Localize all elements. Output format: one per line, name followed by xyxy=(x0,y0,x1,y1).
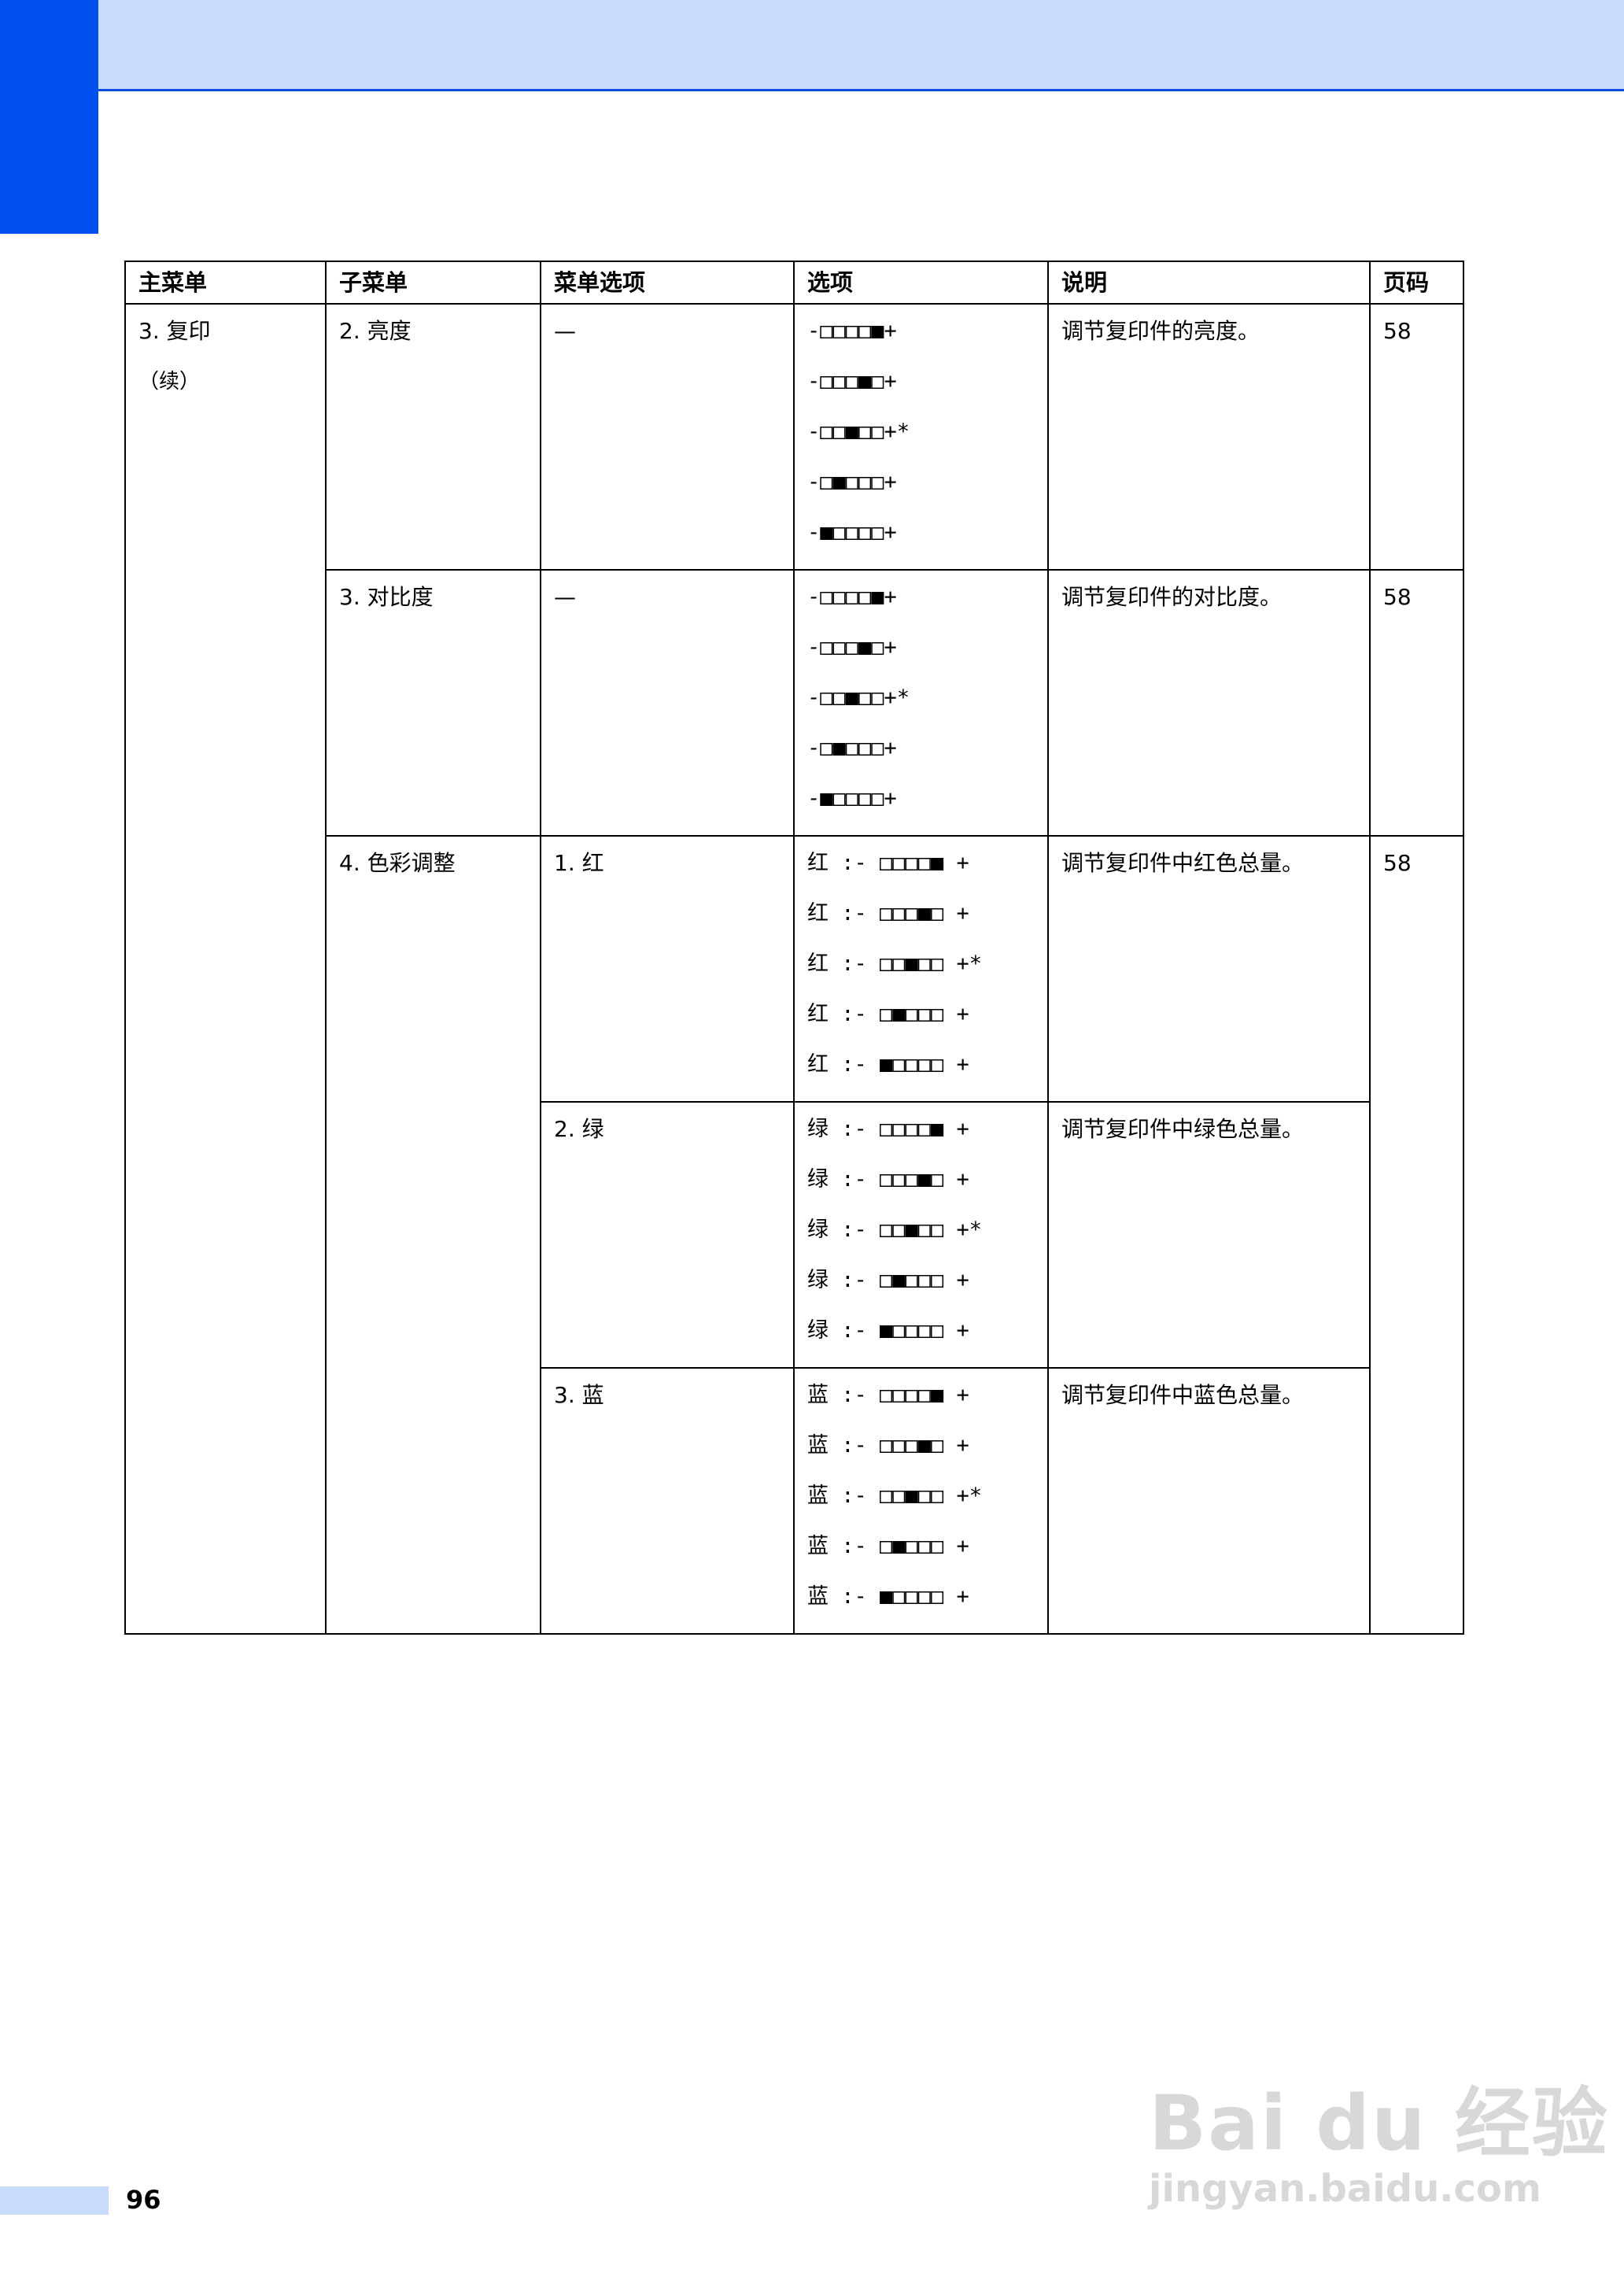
option: 蓝 :- □□□□■ + xyxy=(807,1383,969,1407)
page-cell: 58 xyxy=(1369,835,1464,1635)
options-cell: 红 :- □□□□■ + 红 :- □□□■□ + 红 :- □□■□□ +* 红 :… xyxy=(793,835,1049,1103)
footer-bar xyxy=(0,2186,109,2215)
menu-option-cell: — xyxy=(540,569,795,837)
options-cell: -□□□□■+ -□□□■□+ -□□■□□+* -□■□□□+ -■□□□□+ xyxy=(793,303,1049,571)
menu-table: 主菜单 子菜单 菜单选项 选项 说明 页码 3. 复印 （续） 2. 亮度 — -… xyxy=(124,261,1464,1635)
menu-option-cell: 3. 蓝 xyxy=(540,1367,795,1635)
option: -□■□□□+ xyxy=(807,736,897,760)
col-page: 页码 xyxy=(1369,261,1464,305)
option: 绿 :- ■□□□□ + xyxy=(807,1318,969,1343)
watermark-logo: Bai du 经验 xyxy=(1149,2079,1609,2168)
options-cell: -□□□□■+ -□□□■□+ -□□■□□+* -□■□□□+ -■□□□□+ xyxy=(793,569,1049,837)
option: -□□□■□+ xyxy=(807,369,897,394)
option: -■□□□□+ xyxy=(807,520,897,545)
menu-option-cell: 1. 红 xyxy=(540,835,795,1103)
chapter-tab xyxy=(0,0,98,234)
menu-option-cell: — xyxy=(540,303,795,571)
page-cell: 58 xyxy=(1369,569,1464,837)
col-submenu: 子菜单 xyxy=(325,261,541,305)
option: 红 :- □□■□□ +* xyxy=(807,952,983,976)
description-cell: 调节复印件中绿色总量。 xyxy=(1047,1101,1371,1369)
baidu-watermark: Bai du 经验 jingyan.baidu.com xyxy=(1149,2062,1609,2211)
option: 红 :- □□□□■ + xyxy=(807,851,969,875)
description-cell: 调节复印件的亮度。 xyxy=(1047,303,1371,571)
option: -■□□□□+ xyxy=(807,786,897,811)
options-cell: 蓝 :- □□□□■ + 蓝 :- □□□■□ + 蓝 :- □□■□□ +* 蓝 :… xyxy=(793,1367,1049,1635)
option: 蓝 :- □□□■□ + xyxy=(807,1433,969,1458)
continued-label: （续） xyxy=(138,370,201,394)
description-cell: 调节复印件中红色总量。 xyxy=(1047,835,1371,1103)
option: -□□□□■+ xyxy=(807,319,897,343)
option: -□□□□■+ xyxy=(807,585,897,609)
option: 红 :- □□□■□ + xyxy=(807,901,969,926)
option: -□□■□□+* xyxy=(807,686,910,710)
page-number: 96 xyxy=(126,2185,161,2215)
option: 蓝 :- ■□□□□ + xyxy=(807,1584,969,1609)
table-row: 2. 绿 绿 :- □□□□■ + 绿 :- □□□■□ + 绿 :- □□■□□ … xyxy=(125,1101,1463,1369)
option: 红 :- ■□□□□ + xyxy=(807,1052,969,1077)
option: 蓝 :- □■□□□ + xyxy=(807,1534,969,1558)
main-menu-cell: 3. 复印 （续） xyxy=(124,303,327,1635)
menu-option-cell: 2. 绿 xyxy=(540,1101,795,1369)
col-description: 说明 xyxy=(1047,261,1371,305)
col-menu-option: 菜单选项 xyxy=(540,261,795,305)
table-row: 3. 蓝 蓝 :- □□□□■ + 蓝 :- □□□■□ + 蓝 :- □□■□□ … xyxy=(125,1367,1463,1635)
table-header: 主菜单 子菜单 菜单选项 选项 说明 页码 xyxy=(124,261,1464,305)
col-main-menu: 主菜单 xyxy=(124,261,327,305)
page-cell: 58 xyxy=(1369,303,1464,571)
option: 绿 :- □□□□■ + xyxy=(807,1117,969,1141)
description-cell: 调节复印件中蓝色总量。 xyxy=(1047,1367,1371,1635)
option: -□□■□□+* xyxy=(807,419,910,444)
option: -□■□□□+ xyxy=(807,470,897,494)
option: 绿 :- □□□■□ + xyxy=(807,1167,969,1192)
description-cell: 调节复印件的对比度。 xyxy=(1047,569,1371,837)
option: 绿 :- □□■□□ +* xyxy=(807,1218,983,1242)
option: 绿 :- □■□□□ + xyxy=(807,1268,969,1292)
table-row: 3. 对比度 — -□□□□■+ -□□□■□+ -□□■□□+* -□■□□□+ -■… xyxy=(125,569,1464,837)
header-banner xyxy=(0,0,1624,91)
table-row: 4. 色彩调整 1. 红 红 :- □□□□■ + 红 :- □□□■□ + 红 :… xyxy=(125,835,1464,1635)
submenu-cell: 2. 亮度 xyxy=(325,303,541,571)
watermark-url: jingyan.baidu.com xyxy=(1149,2167,1541,2211)
options-cell: 绿 :- □□□□■ + 绿 :- □□□■□ + 绿 :- □□■□□ +* 绿 :… xyxy=(793,1101,1049,1369)
option: -□□□■□+ xyxy=(807,635,897,660)
main-menu-label: 3. 复印 xyxy=(138,318,211,344)
option: 红 :- □■□□□ + xyxy=(807,1002,969,1026)
submenu-cell: 3. 对比度 xyxy=(325,569,541,837)
table-row: 3. 复印 （续） 2. 亮度 — -□□□□■+ -□□□■□+ -□□■□□+* -… xyxy=(124,303,1464,1635)
submenu-cell: 4. 色彩调整 xyxy=(325,835,541,1635)
col-options: 选项 xyxy=(793,261,1049,305)
option: 蓝 :- □□■□□ +* xyxy=(807,1484,983,1508)
